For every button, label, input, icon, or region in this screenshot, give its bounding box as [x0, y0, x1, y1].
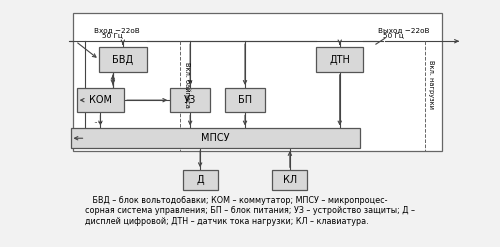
- Bar: [170, 88, 210, 112]
- Bar: [316, 47, 364, 72]
- Bar: [70, 128, 360, 148]
- Text: Выход −22оВ: Выход −22оВ: [378, 27, 430, 33]
- Bar: [225, 88, 265, 112]
- Text: Вкл. байпаса: Вкл. байпаса: [184, 62, 190, 108]
- Text: БВД: БВД: [112, 55, 134, 65]
- Bar: [73, 13, 442, 150]
- Text: Вкл. нагрузки: Вкл. нагрузки: [428, 60, 434, 109]
- Text: КОМ: КОМ: [89, 95, 112, 105]
- Bar: [272, 170, 308, 190]
- Text: БП: БП: [238, 95, 252, 105]
- Text: 50 Гц: 50 Гц: [102, 32, 122, 38]
- Text: МПСУ: МПСУ: [201, 133, 230, 143]
- Text: 50 Гц: 50 Гц: [384, 32, 404, 38]
- Bar: [182, 170, 218, 190]
- Text: УЗ: УЗ: [184, 95, 196, 105]
- Text: ДТН: ДТН: [330, 55, 350, 65]
- Bar: [76, 88, 124, 112]
- Text: Вход −22оВ: Вход −22оВ: [94, 27, 140, 33]
- Text: БВД – блок вольтодобавки; КОМ – коммутатор; МПСУ – микропроцес-
сорная система у: БВД – блок вольтодобавки; КОМ – коммутат…: [85, 196, 415, 226]
- Text: КЛ: КЛ: [283, 175, 297, 185]
- Text: ....: ....: [93, 116, 102, 125]
- Bar: [99, 47, 146, 72]
- Text: Д: Д: [196, 175, 204, 185]
